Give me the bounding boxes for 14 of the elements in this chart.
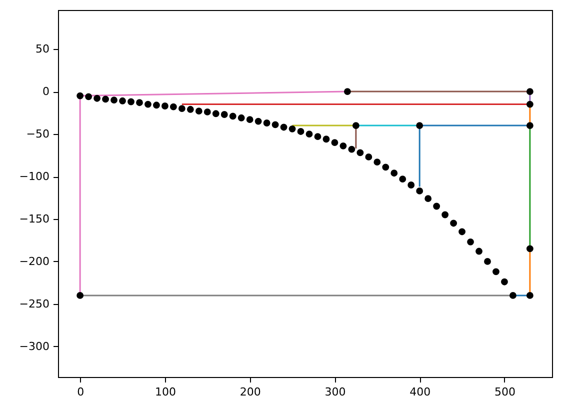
y-tick-label: −100 xyxy=(19,170,50,184)
x-tick-label: 500 xyxy=(494,386,516,398)
y-tick-label: 50 xyxy=(36,42,50,56)
y-tick-label: −250 xyxy=(19,297,50,310)
x-tick-label: 300 xyxy=(324,386,346,398)
y-tick-label: −50 xyxy=(26,128,50,141)
y-tick-label: −200 xyxy=(19,254,50,268)
x-tick-label: 200 xyxy=(240,386,261,398)
y-tick-label: −300 xyxy=(19,340,50,353)
y-tick-label: 0 xyxy=(42,85,50,98)
x-tick-label: 100 xyxy=(154,386,176,398)
x-tick-label: 400 xyxy=(410,386,431,398)
x-tick-label: 0 xyxy=(77,386,84,398)
y-tick-label: −150 xyxy=(19,212,50,226)
